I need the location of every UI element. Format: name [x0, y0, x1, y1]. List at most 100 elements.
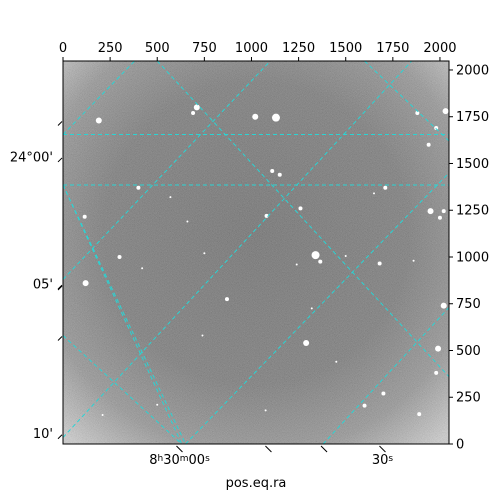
- ra-tick-label-0: 8h30m00s: [149, 453, 210, 468]
- star-31: [224, 297, 229, 302]
- image-noise: [63, 61, 449, 444]
- star-35: [435, 345, 442, 352]
- star-26: [117, 254, 122, 259]
- grid-line-family-b-4: [156, 61, 449, 378]
- coordinate-grid: [63, 61, 449, 444]
- star-15: [298, 206, 303, 211]
- star-24: [344, 255, 347, 258]
- star-21: [186, 220, 189, 223]
- right-tick-label-2000: 2000: [456, 63, 489, 78]
- top-tick-label-2000: 2000: [423, 41, 456, 56]
- dec-axis-left: 24°00' 05' 10': [10, 121, 63, 442]
- star-29: [412, 259, 415, 262]
- star-5: [415, 110, 420, 115]
- star-34: [303, 340, 310, 347]
- grid-line-family-b-1: [63, 184, 186, 444]
- dec-tick-0: [57, 157, 63, 163]
- dec-tick-label-2: 10': [33, 427, 53, 442]
- dec-tick-1: [57, 284, 63, 290]
- top-pixel-axis: 0 250 500 750 1000 1250 1500 1750 2000: [59, 41, 457, 61]
- plot-frame: [62, 60, 450, 445]
- star-38: [362, 403, 367, 408]
- right-tick-label-250: 250: [456, 391, 481, 406]
- ra-tick-0: [176, 445, 183, 453]
- stars-layer: [82, 104, 449, 417]
- star-44: [335, 360, 338, 363]
- top-tick-label-1250: 1250: [282, 41, 315, 56]
- dec-minor-tick-b: [57, 285, 63, 291]
- right-tick-label-0: 0: [456, 438, 464, 453]
- star-33: [440, 302, 447, 309]
- right-tick-label-1750: 1750: [456, 110, 489, 125]
- x-axis-title: pos.eq.ra: [226, 476, 287, 491]
- right-tick-label-1500: 1500: [456, 157, 489, 172]
- star-6: [434, 125, 439, 130]
- star-18: [441, 209, 446, 214]
- star-13: [372, 192, 375, 195]
- star-4: [252, 113, 259, 120]
- star-37: [381, 391, 386, 396]
- star-1: [193, 104, 200, 111]
- star-12: [383, 185, 388, 190]
- star-41: [101, 414, 104, 417]
- star-9: [136, 185, 141, 190]
- right-tick-label-750: 750: [456, 297, 481, 312]
- ra-minor-tick-a: [320, 445, 328, 453]
- star-11: [277, 172, 282, 177]
- right-tick-label-1000: 1000: [456, 250, 489, 265]
- grid-line-family-b-5: [364, 61, 449, 142]
- star-16: [264, 213, 269, 218]
- dec-minor-tick-c: [57, 336, 63, 341]
- top-tick-label-750: 750: [192, 41, 217, 56]
- right-tick-label-1250: 1250: [456, 204, 489, 219]
- dec-tick-2: [57, 434, 63, 440]
- image-area: [63, 61, 449, 444]
- star-27: [141, 267, 144, 270]
- grid-line-family-a-1: [63, 61, 135, 135]
- grid-line-family-a-3: [63, 61, 413, 438]
- star-39: [417, 412, 422, 417]
- grid-line-family-a-5: [322, 307, 449, 444]
- grid-line-family-a-4: [185, 172, 449, 444]
- star-42: [203, 252, 206, 255]
- ra-tick-label-1: 30s: [372, 453, 394, 468]
- star-8: [426, 142, 431, 147]
- star-25: [295, 263, 298, 266]
- star-2: [191, 110, 196, 115]
- top-tick-label-250: 250: [98, 41, 123, 56]
- top-tick-label-500: 500: [145, 41, 170, 56]
- star-3: [271, 113, 280, 122]
- star-36: [434, 370, 439, 375]
- star-30: [82, 280, 89, 287]
- dec-tick-label-1: 05': [33, 278, 53, 293]
- star-19: [437, 215, 442, 220]
- ra-minor-tick-b: [265, 445, 272, 453]
- top-tick-label-0: 0: [59, 41, 67, 56]
- star-40: [264, 409, 267, 412]
- star-14: [169, 196, 172, 199]
- top-tick-label-1500: 1500: [329, 41, 362, 56]
- star-20: [82, 214, 87, 219]
- star-28: [377, 261, 382, 266]
- star-22: [311, 251, 320, 260]
- ra-axis-bottom: 8h30m00s 30s: [149, 445, 394, 468]
- star-23: [318, 259, 323, 264]
- star-45: [201, 334, 204, 337]
- grid-line-family-b-2: [63, 184, 183, 444]
- grid-line-family-b-3: [63, 335, 183, 444]
- top-tick-label-1750: 1750: [376, 41, 409, 56]
- star-10: [270, 168, 275, 173]
- top-tick-label-1000: 1000: [235, 41, 268, 56]
- dec-minor-tick-a: [57, 121, 63, 126]
- star-7: [442, 108, 449, 115]
- star-43: [156, 403, 159, 406]
- star-17: [427, 208, 434, 215]
- grid-line-family-a-2: [63, 61, 271, 280]
- right-tick-label-500: 500: [456, 344, 481, 359]
- right-pixel-axis: 0 250 500 750 1000 1250 1500 1750 2000: [449, 63, 489, 453]
- star-32: [310, 307, 313, 310]
- star-0: [95, 117, 102, 124]
- dec-tick-label-0: 24°00': [10, 150, 53, 165]
- ra-tick-1: [379, 445, 386, 453]
